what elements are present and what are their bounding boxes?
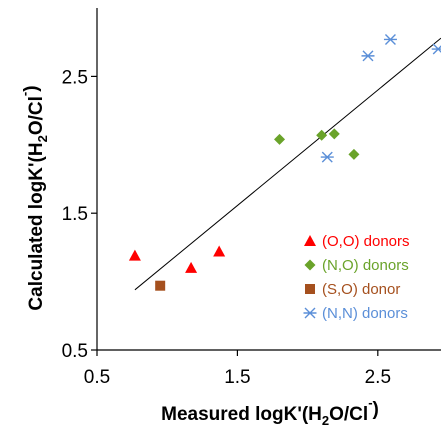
data-point-series-4: [361, 50, 375, 62]
data-point-series-1: [213, 245, 226, 257]
axis-title-part: ): [373, 399, 379, 420]
axis-title-part: -: [17, 92, 32, 96]
legend-label-series-3: (S,O) donor: [322, 281, 400, 298]
axis-title-part: 2: [322, 413, 329, 425]
chart-axes: 0.5 1.5 2.5 0.5 1.5 2.5: [62, 8, 441, 388]
legend-marker-series-2: [304, 259, 316, 271]
legend-marker-series-3: [305, 284, 315, 294]
axis-title-part: Calculated logK'(H: [26, 142, 47, 310]
x-tick-label: 0.5: [84, 367, 110, 388]
legend-marker-series-4: [303, 307, 317, 319]
chart-legend: (O,O) donors (N,O) donors (S,O) donor (N,N)…: [303, 233, 410, 322]
y-axis-title: Calculated logK'(H2O/Cl-): [17, 85, 50, 310]
legend-label-series-4: (N,N) donors: [322, 305, 408, 322]
axis-title-part: -: [368, 395, 372, 410]
legend-label-series-2: (N,O) donors: [322, 257, 409, 274]
data-point-series-3: [155, 280, 166, 291]
trendline-layer: [134, 37, 441, 291]
data-point-series-1: [185, 261, 198, 273]
x-tick-label: 1.5: [224, 367, 250, 388]
data-point-series-4: [383, 33, 397, 45]
y-tick-label: 2.5: [62, 67, 88, 88]
data-point-series-1: [128, 249, 141, 261]
axis-title-part: Measured logK'(H: [161, 404, 322, 425]
x-tick-label: 2.5: [365, 367, 391, 388]
y-tick-label: 0.5: [62, 341, 88, 362]
y-tick-label: 1.5: [62, 204, 88, 225]
legend-marker-series-1: [304, 235, 316, 246]
data-points: [128, 33, 441, 291]
data-point-series-2: [316, 129, 328, 141]
axis-title-part: ): [21, 85, 42, 91]
legend-label-series-1: (O,O) donors: [322, 233, 410, 250]
x-axis-title: Measured logK'(H2O/Cl-): [161, 395, 379, 425]
data-point-series-2: [274, 133, 286, 145]
data-point-series-4: [320, 151, 334, 163]
axis-title-part: O/Cl: [26, 96, 47, 135]
axis-title-part: 2: [35, 135, 50, 142]
trendline: [134, 37, 441, 291]
data-point-series-4: [431, 43, 441, 55]
data-point-series-2: [328, 128, 340, 140]
data-point-series-2: [348, 148, 360, 160]
axis-title-part: O/Cl: [329, 404, 368, 425]
